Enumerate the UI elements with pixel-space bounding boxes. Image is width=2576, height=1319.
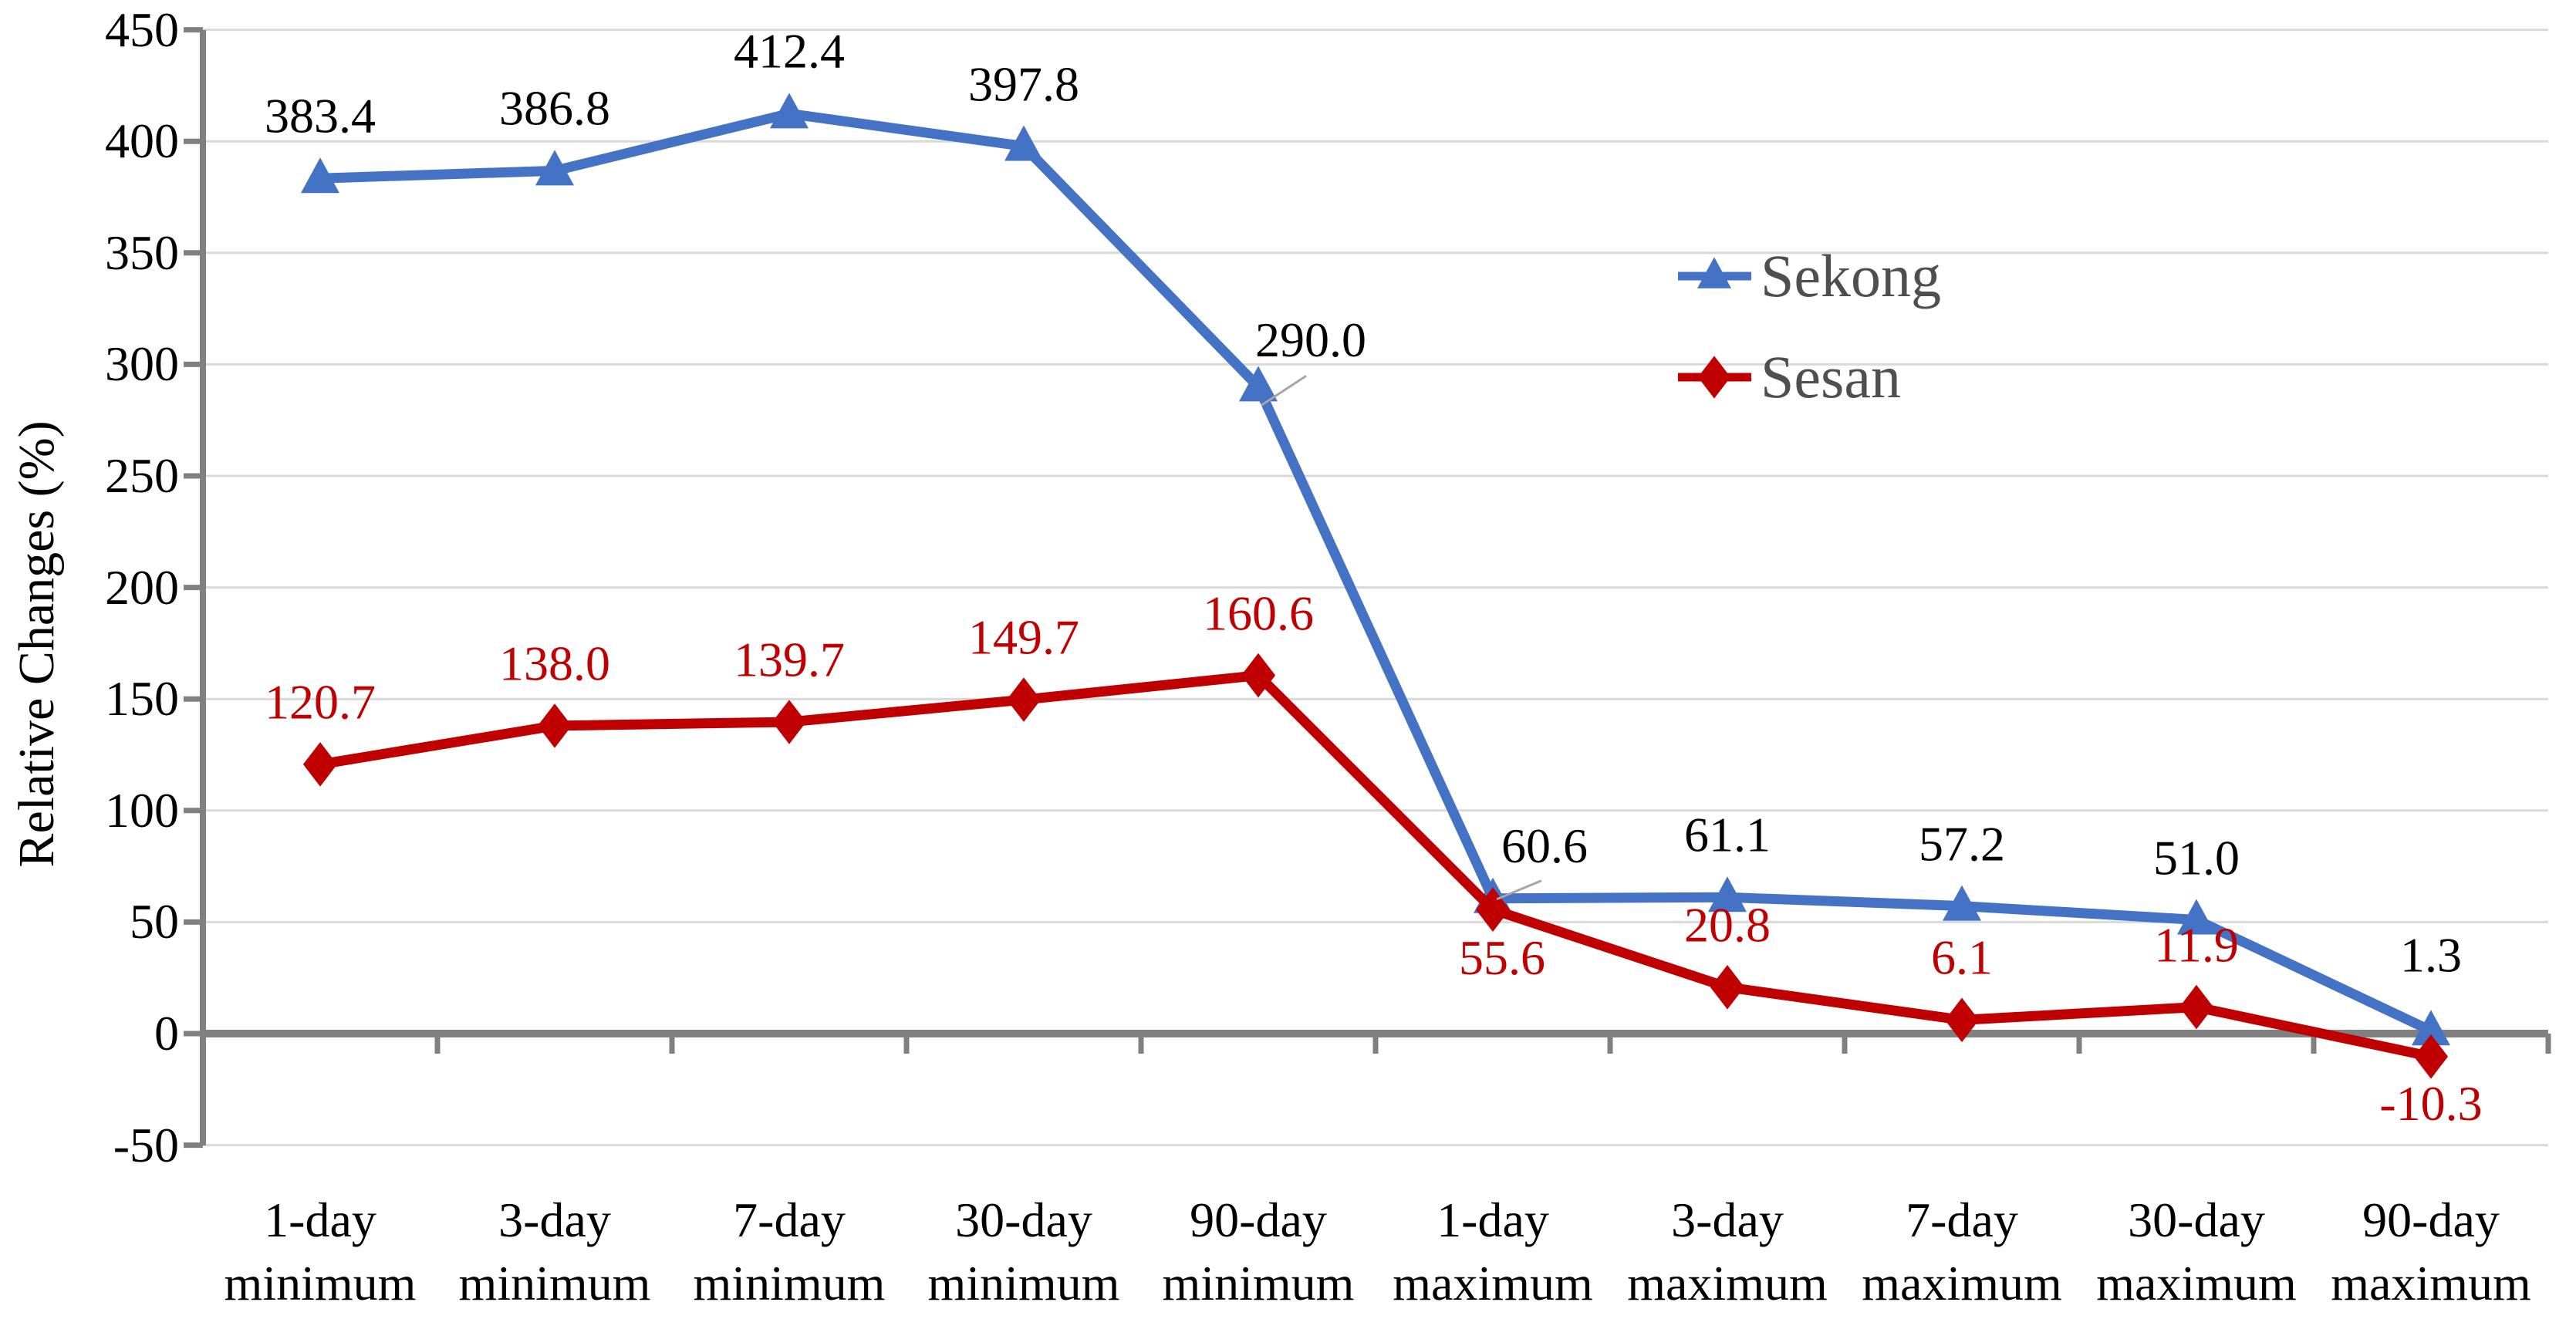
series-sesan bbox=[302, 653, 2449, 1079]
legend-markers bbox=[1678, 257, 1751, 399]
series-sekong bbox=[301, 93, 2450, 1046]
y-axis bbox=[184, 27, 206, 1149]
x-axis-zero-line bbox=[200, 1030, 2551, 1054]
gridlines bbox=[203, 29, 2548, 1147]
label-leader-lines bbox=[1261, 375, 1542, 901]
